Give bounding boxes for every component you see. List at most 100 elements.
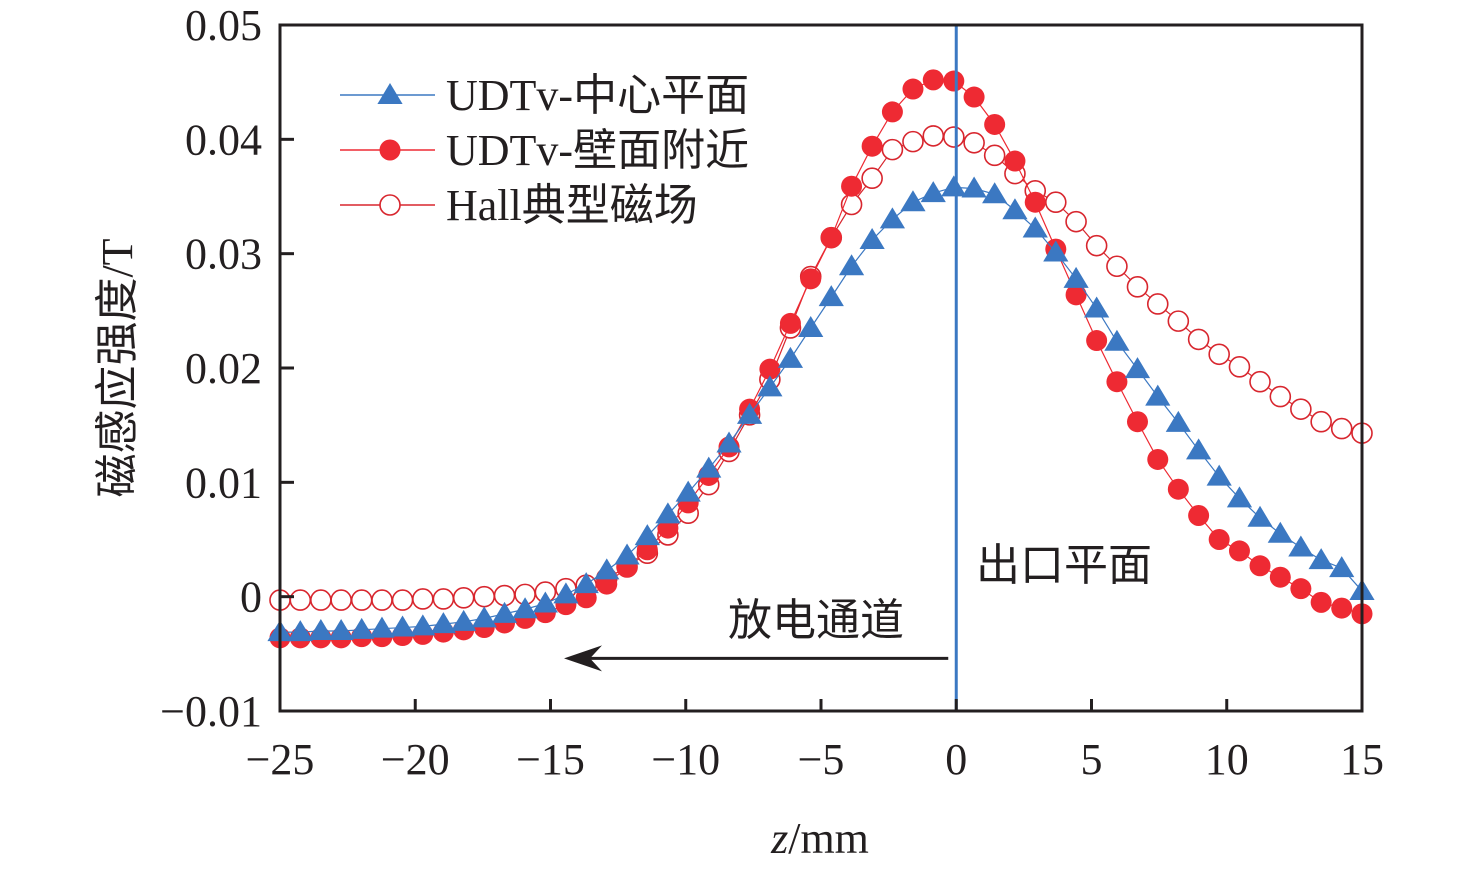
data-point bbox=[1329, 556, 1355, 578]
legend-label: Hall典型磁场 bbox=[446, 181, 698, 230]
series-line bbox=[280, 79, 1363, 639]
data-point bbox=[1269, 566, 1291, 588]
y-tick-label: −0.01 bbox=[160, 687, 262, 736]
legend-label: UDTv-中心平面 bbox=[446, 71, 749, 120]
series-1 bbox=[269, 69, 1373, 649]
data-point bbox=[349, 617, 375, 639]
data-point bbox=[412, 588, 434, 610]
data-point bbox=[573, 572, 599, 594]
data-point bbox=[308, 618, 334, 640]
y-axis-ticks: −0.01 0 0.01 0.02 0.03 0.04 0.05 bbox=[160, 1, 294, 736]
y-axis-title: 磁感应强度/T bbox=[93, 238, 142, 497]
data-point bbox=[941, 175, 967, 197]
data-point bbox=[389, 615, 416, 637]
series-2 bbox=[269, 125, 1373, 611]
data-point bbox=[1124, 357, 1151, 379]
data-point bbox=[902, 78, 924, 100]
data-point bbox=[983, 144, 1006, 167]
data-point bbox=[759, 358, 781, 380]
y-tick-label: 0.04 bbox=[185, 115, 262, 164]
data-point bbox=[859, 227, 885, 249]
data-point bbox=[1084, 296, 1110, 318]
x-tick-label: 5 bbox=[1081, 735, 1103, 784]
data-point bbox=[943, 126, 965, 148]
data-point bbox=[1024, 191, 1046, 213]
data-point bbox=[820, 227, 842, 249]
data-point bbox=[371, 589, 393, 611]
data-point bbox=[881, 101, 903, 123]
x-tick-label: 0 bbox=[945, 735, 967, 784]
legend: UDTv-中心平面 UDTv-壁面附近 Hall典型磁场 bbox=[340, 71, 749, 230]
data-point bbox=[1022, 216, 1048, 238]
x-tick-label: −10 bbox=[651, 735, 720, 784]
data-point bbox=[1126, 411, 1148, 433]
data-point bbox=[1290, 398, 1312, 420]
data-point bbox=[963, 131, 985, 154]
legend-marker bbox=[379, 139, 401, 161]
legend-marker bbox=[377, 83, 403, 104]
data-point bbox=[532, 591, 558, 613]
data-point bbox=[779, 312, 801, 334]
data-point bbox=[614, 543, 640, 565]
legend-marker bbox=[379, 194, 401, 216]
data-point bbox=[1146, 293, 1169, 315]
data-point bbox=[1267, 521, 1293, 543]
data-point bbox=[861, 135, 883, 157]
data-point bbox=[881, 138, 904, 161]
data-point bbox=[1004, 150, 1026, 172]
data-point bbox=[473, 585, 496, 608]
data-point bbox=[432, 588, 455, 610]
legend-item: UDTv-壁面附近 bbox=[340, 126, 749, 175]
data-point bbox=[736, 402, 763, 424]
data-point bbox=[512, 597, 538, 619]
y-tick-label: 0.05 bbox=[185, 1, 262, 50]
data-point bbox=[1145, 384, 1171, 406]
data-point bbox=[1288, 535, 1314, 557]
y-tick-label: 0.01 bbox=[185, 458, 262, 507]
x-axis-title-var: z bbox=[770, 814, 788, 863]
y-tick-label: 0.02 bbox=[185, 344, 262, 393]
x-axis-title-unit: /mm bbox=[788, 814, 869, 863]
data-point bbox=[1249, 370, 1271, 393]
data-point bbox=[1310, 410, 1332, 433]
data-point bbox=[634, 524, 660, 546]
data-point bbox=[1085, 234, 1108, 257]
data-point bbox=[1308, 548, 1334, 570]
data-point bbox=[838, 254, 865, 276]
data-point bbox=[369, 616, 395, 638]
data-point bbox=[655, 502, 681, 524]
data-point bbox=[1147, 448, 1169, 470]
data-point bbox=[1228, 540, 1250, 562]
series-layer bbox=[267, 69, 1375, 649]
data-point bbox=[777, 346, 804, 368]
legend-label: UDTv-壁面附近 bbox=[446, 126, 749, 175]
data-point bbox=[1249, 555, 1271, 577]
data-point bbox=[922, 125, 945, 147]
y-tick-label: 0.03 bbox=[185, 230, 262, 279]
discharge-channel-arrow bbox=[564, 645, 949, 672]
data-point bbox=[1187, 328, 1210, 351]
data-point bbox=[902, 130, 924, 153]
data-point bbox=[1208, 343, 1230, 366]
discharge-channel-label: 放电通道 bbox=[728, 596, 904, 645]
arrow-head bbox=[564, 645, 603, 672]
data-point bbox=[1247, 505, 1273, 527]
data-point bbox=[1106, 371, 1128, 393]
data-point bbox=[1167, 310, 1190, 332]
data-point bbox=[1104, 329, 1130, 351]
data-point bbox=[287, 620, 313, 642]
data-point bbox=[330, 589, 352, 611]
data-point bbox=[1228, 356, 1251, 378]
data-point bbox=[1065, 210, 1087, 233]
data-point bbox=[1290, 578, 1312, 600]
data-point bbox=[1086, 330, 1108, 352]
data-point bbox=[1188, 504, 1210, 526]
data-point bbox=[920, 181, 946, 203]
x-tick-label: −20 bbox=[381, 735, 450, 784]
data-point bbox=[1331, 597, 1353, 619]
data-point bbox=[800, 268, 822, 290]
data-point bbox=[1186, 438, 1212, 460]
data-point bbox=[430, 612, 456, 634]
x-tick-label: −15 bbox=[516, 735, 585, 784]
x-axis-title: z/mm bbox=[770, 814, 869, 863]
